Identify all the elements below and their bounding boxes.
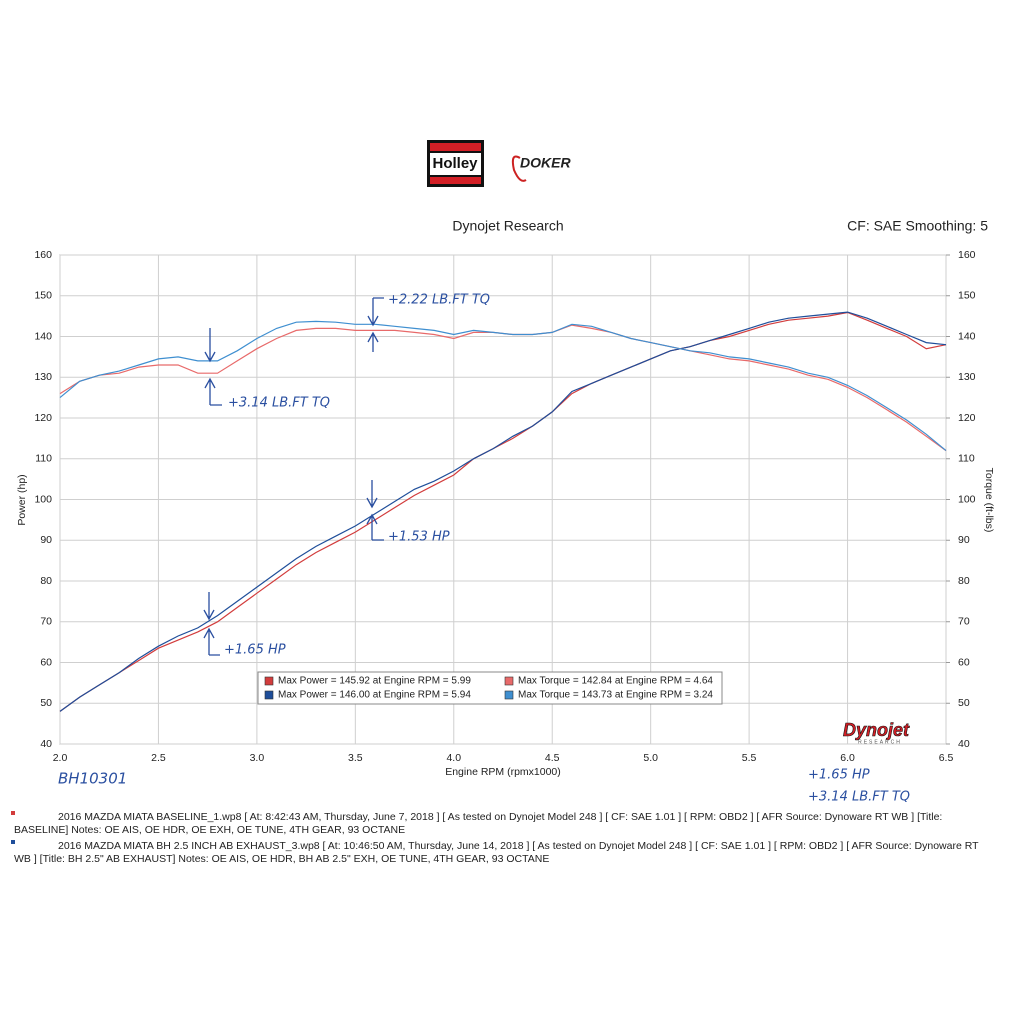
arrow	[367, 297, 384, 352]
y-tick-label: 160	[34, 249, 52, 261]
note-line: WB ] [Title: BH 2.5" AB EXHAUST] Notes: …	[14, 853, 549, 865]
watermark-sub: RESEARCH	[858, 739, 902, 745]
y2-tick-label: 100	[958, 493, 976, 505]
annotation: BH10301	[58, 770, 127, 788]
y2-tick-label: 120	[958, 412, 976, 424]
y2-tick-label: 70	[958, 616, 970, 628]
legend-swatch	[504, 676, 514, 686]
annotation: +1.53 HP	[388, 530, 450, 545]
legend-box	[257, 671, 723, 705]
y2-tick-label: 160	[958, 249, 976, 261]
y2-tick-label: 150	[958, 290, 976, 302]
y-tick-label: 130	[34, 371, 52, 383]
series-line	[59, 311, 947, 712]
y-tick-label: 60	[40, 656, 52, 668]
x-tick-label: 5.5	[742, 752, 757, 764]
notes: 2016 MAZDA MIATA BASELINE_1.wp8 [ At: 8:…	[11, 811, 979, 865]
legend-swatch	[264, 676, 274, 686]
x-axis-label: Engine RPM (rpmx1000)	[445, 766, 561, 778]
y-tick-label: 40	[40, 738, 52, 750]
y-tick-label: 100	[34, 493, 52, 505]
legend-label: Max Power = 145.92 at Engine RPM = 5.99	[278, 676, 471, 687]
y-tick-label: 150	[34, 290, 52, 302]
y2-tick-label: 40	[958, 738, 970, 750]
y-tick-label: 50	[40, 697, 52, 709]
y2-tick-label: 110	[958, 453, 975, 465]
logo-text: DOKER	[520, 155, 571, 171]
holley-logo: Holley	[427, 140, 484, 187]
note-line: 2016 MAZDA MIATA BH 2.5 INCH AB EXHAUST_…	[58, 840, 979, 852]
y2-tick-label: 130	[958, 371, 976, 383]
legend-label: Max Power = 146.00 at Engine RPM = 5.94	[278, 690, 471, 701]
legend-swatch	[264, 690, 274, 700]
arrow	[204, 328, 222, 406]
y2-tick-label: 90	[958, 534, 970, 546]
note-marker	[11, 840, 15, 844]
legend: Max Power = 145.92 at Engine RPM = 5.99 M…	[257, 671, 723, 705]
x-tick-label: 5.0	[643, 752, 658, 764]
logo-stripe	[430, 177, 481, 184]
note-line: 2016 MAZDA MIATA BASELINE_1.wp8 [ At: 8:…	[58, 811, 942, 823]
y2-tick-label: 80	[958, 575, 970, 587]
x-tick-label: 6.0	[840, 752, 855, 764]
y-axis-label: Power (hp)	[16, 474, 28, 525]
x-tick-label: 3.5	[348, 752, 363, 764]
y-tick-label: 110	[35, 453, 52, 465]
y-tick-label: 90	[40, 534, 52, 546]
y-tick-label: 80	[40, 575, 52, 587]
logo-text: Holley	[432, 155, 478, 172]
x-tick-label: 4.5	[545, 752, 560, 764]
y2-tick-label: 50	[958, 697, 970, 709]
series-line	[59, 311, 947, 712]
arrow	[203, 592, 220, 656]
annotation: +3.14 LB.FT TQ	[228, 396, 330, 411]
x-tick-label: 4.0	[446, 752, 461, 764]
legend-label: Max Torque = 142.84 at Engine RPM = 4.64	[518, 676, 713, 687]
y-tick-label: 70	[40, 616, 52, 628]
logo-stripe	[430, 143, 481, 151]
arrow	[366, 480, 384, 541]
logo-band	[430, 153, 481, 175]
y2-tick-label: 60	[958, 656, 970, 668]
note-line: BASELINE] Notes: OE AIS, OE HDR, OE EXH,…	[14, 824, 405, 836]
doker-swoosh	[511, 155, 527, 182]
chart-title: Dynojet Research	[452, 218, 563, 234]
note-marker	[11, 811, 15, 815]
y2-axis-label: Torque (ft-lbs)	[983, 468, 995, 533]
annotation: +1.65 HP	[224, 643, 286, 658]
annotation: +2.22 LB.FT TQ	[388, 293, 490, 308]
series-line	[59, 320, 947, 452]
y-tick-label: 140	[34, 330, 52, 342]
x-tick-label: 3.0	[250, 752, 265, 764]
annotation: +1.65 HP	[808, 768, 870, 783]
x-tick-label: 2.5	[151, 752, 166, 764]
legend-swatch	[504, 690, 514, 700]
x-tick-label: 2.0	[53, 752, 68, 764]
x-tick-label: 6.5	[939, 752, 954, 764]
plot: 2.0 2.5 3.0 3.5 4.0 4.5 5.0 5.5 6.0 6.5 40 50 60 70 80…	[34, 249, 975, 764]
watermark: Dynojet	[843, 720, 910, 740]
y2-tick-label: 140	[958, 330, 976, 342]
y-tick-label: 120	[34, 412, 52, 424]
legend-label: Max Torque = 143.73 at Engine RPM = 3.24	[518, 690, 713, 701]
arrows	[203, 297, 384, 656]
annotation: +3.14 LB.FT TQ	[808, 790, 910, 805]
chart-subtitle: CF: SAE Smoothing: 5	[847, 218, 988, 234]
